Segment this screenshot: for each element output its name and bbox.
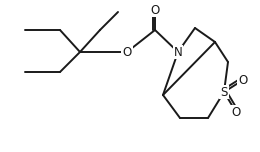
Text: O: O <box>122 45 132 59</box>
Text: O: O <box>150 3 160 17</box>
Text: O: O <box>238 74 248 86</box>
Text: S: S <box>220 85 228 98</box>
Text: N: N <box>174 45 182 59</box>
Text: O: O <box>231 105 240 119</box>
